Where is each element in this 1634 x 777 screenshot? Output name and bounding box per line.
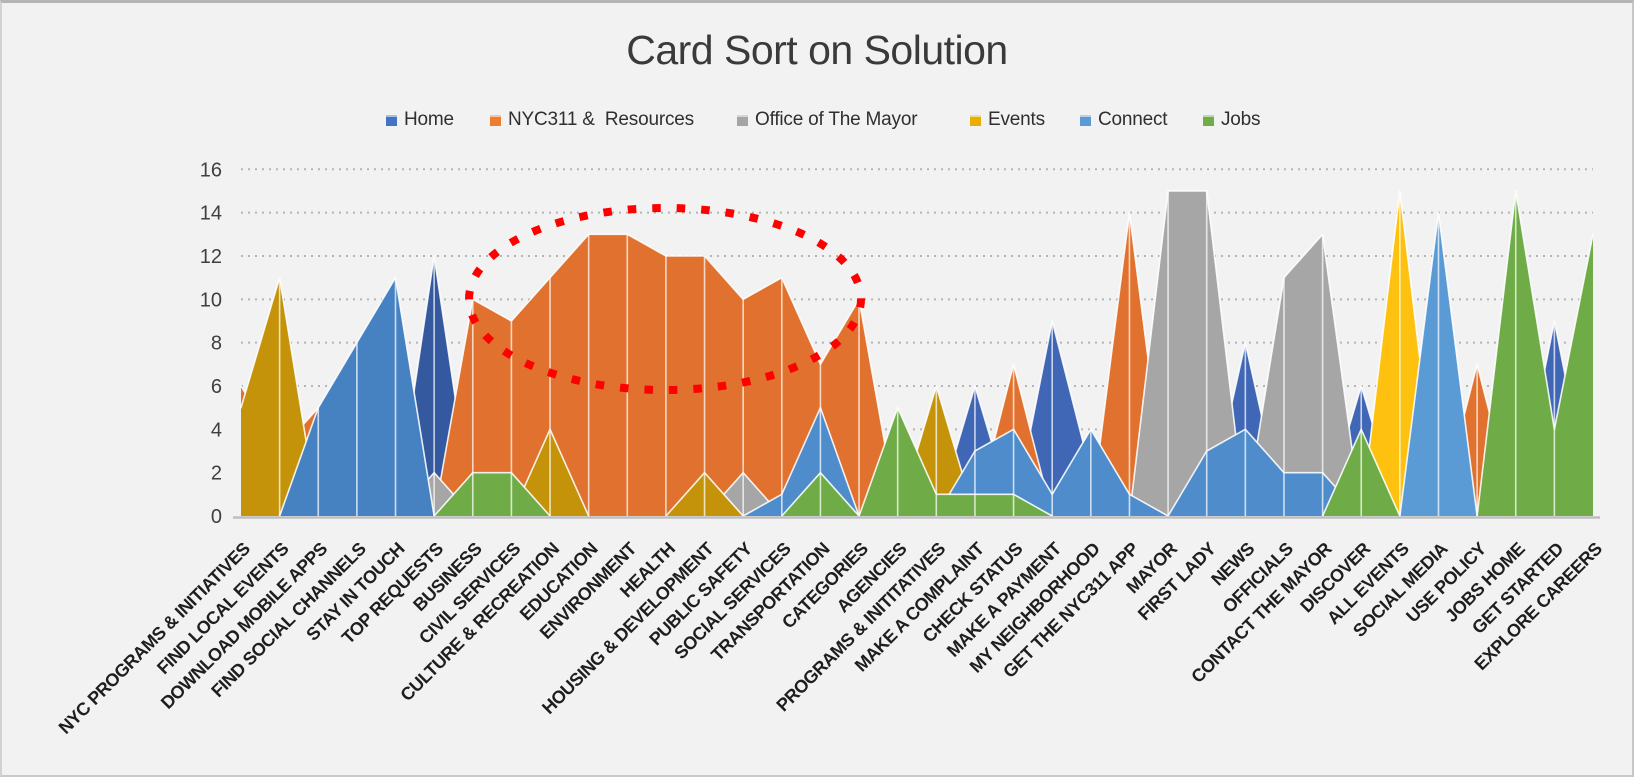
y-tick-label: 10 bbox=[200, 289, 222, 311]
legend-item-connect: Connect bbox=[1080, 109, 1168, 131]
series-area-jobs bbox=[1477, 190, 1593, 516]
y-tick-label: 2 bbox=[211, 463, 222, 485]
legend-item-home: Home bbox=[386, 109, 454, 131]
series-area-jobs bbox=[859, 407, 1053, 516]
legend-label: Jobs bbox=[1221, 109, 1261, 130]
x-tick-label: DOWNLOAD MOBILE APPS bbox=[157, 538, 332, 713]
legend-label: Office of The Mayor bbox=[755, 109, 918, 130]
legend-swatch bbox=[1203, 114, 1214, 126]
legend-item-nyc311-resources: NYC311 & Resources bbox=[490, 109, 694, 131]
legend-swatch bbox=[386, 114, 397, 126]
legend-item-office-of-the-mayor: Office of The Mayor bbox=[737, 109, 918, 131]
legend-item-jobs: Jobs bbox=[1203, 109, 1261, 131]
series-edge-connect bbox=[742, 406, 860, 517]
legend-swatch bbox=[970, 114, 981, 126]
annotation-ellipse bbox=[465, 204, 865, 394]
series-edge-connect bbox=[1399, 211, 1478, 517]
y-tick-label: 14 bbox=[200, 203, 222, 225]
legend-swatch bbox=[490, 114, 501, 126]
y-tick-label: 8 bbox=[211, 333, 222, 355]
legend-label: NYC311 & Resources bbox=[508, 109, 694, 130]
y-tick-label: 6 bbox=[211, 376, 222, 398]
y-tick-label: 12 bbox=[200, 246, 222, 268]
legend-label: Connect bbox=[1098, 109, 1168, 130]
series-edge-connect bbox=[1167, 428, 1363, 517]
series-area-connect bbox=[1168, 429, 1362, 516]
legend-item-events: Events bbox=[970, 109, 1045, 131]
series-edge-office-of-the-mayor bbox=[1244, 233, 1363, 517]
series-edge-events bbox=[240, 276, 320, 517]
y-axis-labels: 0 2 4 6 8 10 12 14 16 bbox=[200, 159, 222, 528]
series-areas bbox=[240, 190, 1594, 517]
legend-swatch bbox=[737, 114, 748, 126]
legend-label: Home bbox=[404, 109, 454, 130]
series-edge-jobs bbox=[433, 471, 551, 517]
legend-label: Events bbox=[988, 109, 1045, 130]
chart-title: Card Sort on Solution bbox=[626, 27, 1008, 73]
y-tick-label: 0 bbox=[211, 506, 222, 528]
legend-swatch bbox=[1080, 114, 1091, 126]
area-chart: 0 2 4 6 8 10 12 14 16 NYC PROGRAMS & INITIATIVESF… bbox=[55, 159, 1607, 738]
series-edge-office-of-the-mayor bbox=[1128, 190, 1247, 517]
legend: Home NYC311 & Resources Office of The Mayo… bbox=[2, 109, 1632, 135]
series-edge-jobs bbox=[1476, 190, 1594, 517]
y-tick-label: 16 bbox=[200, 159, 222, 181]
series-edge-jobs bbox=[858, 406, 1053, 517]
y-tick-label: 4 bbox=[211, 419, 222, 441]
